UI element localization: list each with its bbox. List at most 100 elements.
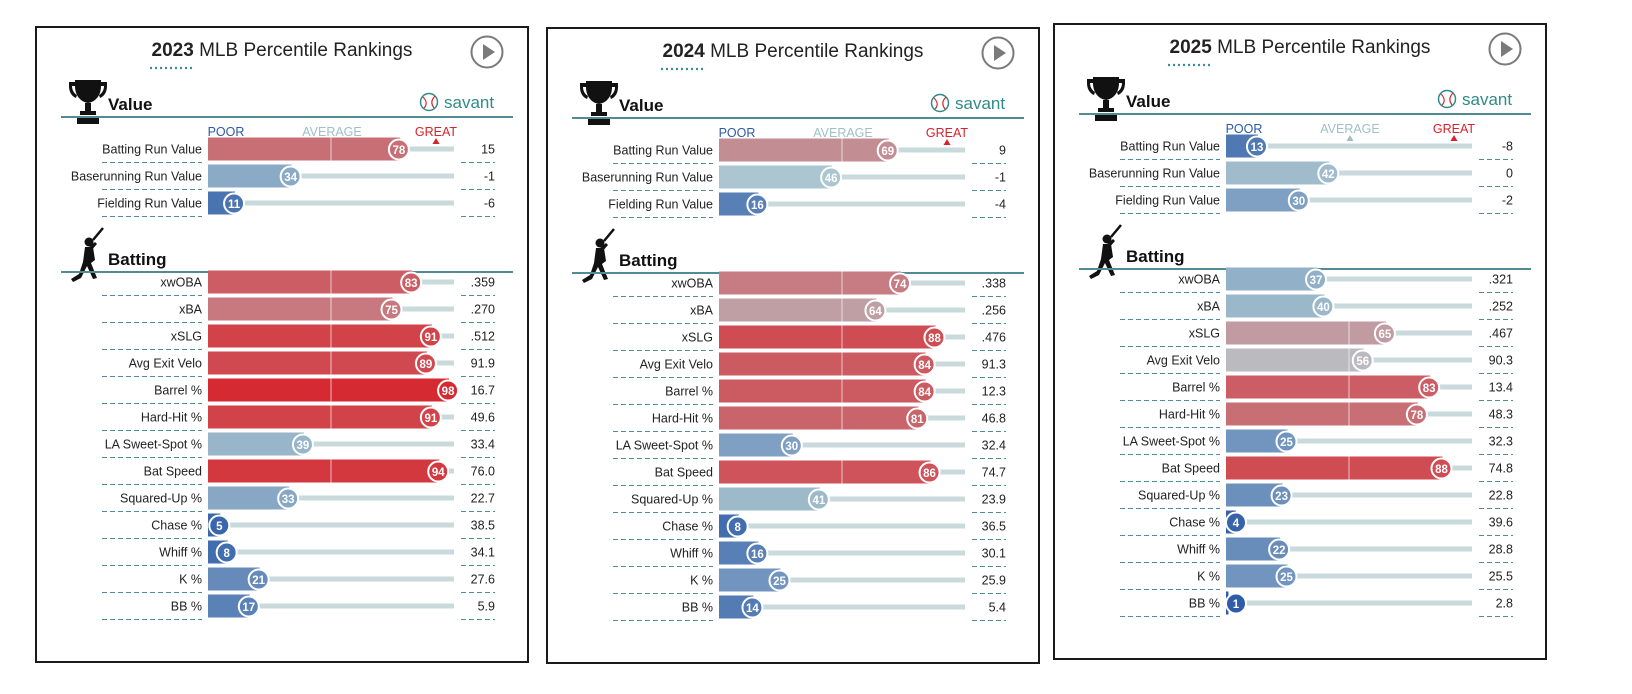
percentile-value: 25 (1280, 437, 1293, 449)
percentile-panel-2024: 2024 MLB Percentile Rankings Value savant P… (546, 27, 1040, 664)
metric-row: BB % 1 2.8 (1120, 591, 1513, 617)
percentile-value: 1 (1233, 599, 1240, 611)
percentile-value: 83 (1423, 383, 1436, 395)
stat-value: 38.5 (471, 519, 495, 533)
metric-label: Avg Exit Velo (129, 357, 202, 371)
stat-value: .467 (1489, 327, 1513, 341)
metric-label: Whiff % (670, 547, 713, 561)
section-title: Value (1126, 92, 1170, 111)
play-icon[interactable] (1488, 32, 1522, 66)
metric-label: Barrel % (154, 384, 202, 398)
stat-value: 2.8 (1496, 597, 1513, 611)
percentile-marker (380, 298, 403, 321)
metric-label: Baserunning Run Value (71, 170, 202, 184)
metric-label: Whiff % (159, 546, 202, 560)
metric-row: Barrel % 98 16.7 (102, 378, 495, 404)
percentile-marker (807, 488, 830, 511)
trophy-icon (580, 81, 618, 125)
percentile-value: 88 (1435, 464, 1448, 476)
percentile-bar (719, 406, 919, 430)
percentile-value: 25 (773, 576, 786, 588)
percentile-marker (419, 325, 442, 348)
percentile-bar (1226, 321, 1386, 345)
bar-track (1226, 170, 1472, 176)
percentile-marker (1405, 403, 1428, 426)
metric-row: LA Sweet-Spot % 25 32.3 (1120, 429, 1513, 455)
bar-track (1226, 519, 1472, 525)
percentile-value: 34 (284, 172, 297, 184)
stat-value: -1 (995, 171, 1006, 185)
great-label: GREAT (1433, 122, 1475, 136)
metric-row: Whiff % 16 30.1 (613, 541, 1006, 567)
percentile-value: 13 (1251, 142, 1264, 154)
bar-track (1226, 143, 1472, 149)
percentile-marker (820, 166, 843, 189)
percentile-marker (237, 595, 260, 618)
stat-value: .256 (982, 304, 1006, 318)
bar-track (1226, 197, 1472, 203)
percentile-bar (208, 270, 413, 294)
percentile-marker (1373, 322, 1396, 345)
metric-row: Squared-Up % 23 22.8 (1120, 483, 1513, 509)
metric-row: xSLG 65 .467 (1120, 321, 1513, 347)
great-label: GREAT (926, 126, 968, 140)
percentile-value: 42 (1322, 169, 1335, 181)
metric-row: Barrel % 83 13.4 (1120, 375, 1513, 401)
metric-label: Bat Speed (144, 465, 202, 479)
percentile-value: 30 (1292, 196, 1305, 208)
batter-icon (582, 228, 615, 283)
percentile-bar (1226, 483, 1283, 507)
percentile-bar (208, 351, 427, 375)
percentile-bar (719, 487, 820, 511)
bar-track (208, 603, 454, 609)
bar-track (208, 200, 454, 206)
percentile-value: 16 (751, 200, 764, 212)
percentile-value: 65 (1379, 329, 1392, 341)
percentile-value: 14 (746, 603, 759, 615)
percentile-bar (208, 405, 432, 429)
metric-label: Batting Run Value (1120, 140, 1220, 154)
percentile-marker (427, 460, 450, 483)
metric-row: Whiff % 8 34.1 (102, 540, 495, 566)
average-label-marker (1346, 135, 1354, 141)
percentile-value: 5 (216, 521, 223, 533)
batter-icon (1089, 224, 1122, 279)
percentile-value: 91 (424, 332, 437, 344)
metric-row: Batting Run Value 69 9 (613, 138, 1006, 164)
percentile-value: 78 (392, 145, 405, 157)
percentile-marker (746, 542, 769, 565)
bar-track (719, 442, 965, 448)
percentile-bar (208, 567, 260, 591)
stat-value: 0 (1506, 167, 1513, 181)
metric-label: LA Sweet-Spot % (105, 438, 202, 452)
metric-row: Baserunning Run Value 42 0 (1089, 161, 1513, 187)
metric-label: Bat Speed (1162, 462, 1220, 476)
percentile-value: 25 (1280, 572, 1293, 584)
metric-label: K % (690, 574, 713, 588)
metric-label: Chase % (151, 519, 202, 533)
percentile-marker (1305, 268, 1328, 291)
percentile-marker (223, 192, 246, 215)
bar-track (1226, 276, 1472, 282)
metric-label: Batting Run Value (613, 144, 713, 158)
metric-row: xwOBA 37 .321 (1120, 267, 1513, 293)
percentile-value: 78 (1410, 410, 1423, 422)
play-icon[interactable] (981, 36, 1015, 70)
metric-label: Batting Run Value (102, 143, 202, 157)
percentile-value: 69 (881, 146, 894, 158)
percentile-value: 37 (1310, 275, 1323, 287)
stat-value: 12.3 (982, 385, 1006, 399)
percentile-value: 21 (252, 575, 265, 587)
metric-label: K % (1197, 570, 1220, 584)
metric-label: BB % (1189, 597, 1220, 611)
metric-row: xBA 64 .256 (613, 298, 1006, 324)
percentile-marker (247, 568, 270, 591)
batter-icon (71, 227, 104, 282)
percentile-bar (719, 460, 931, 484)
percentile-value: 22 (1273, 545, 1286, 557)
play-icon[interactable] (470, 35, 504, 69)
bar-track (1226, 303, 1472, 309)
percentile-value: 75 (385, 305, 398, 317)
great-label-marker (1450, 135, 1458, 141)
stat-value: .252 (1489, 300, 1513, 314)
